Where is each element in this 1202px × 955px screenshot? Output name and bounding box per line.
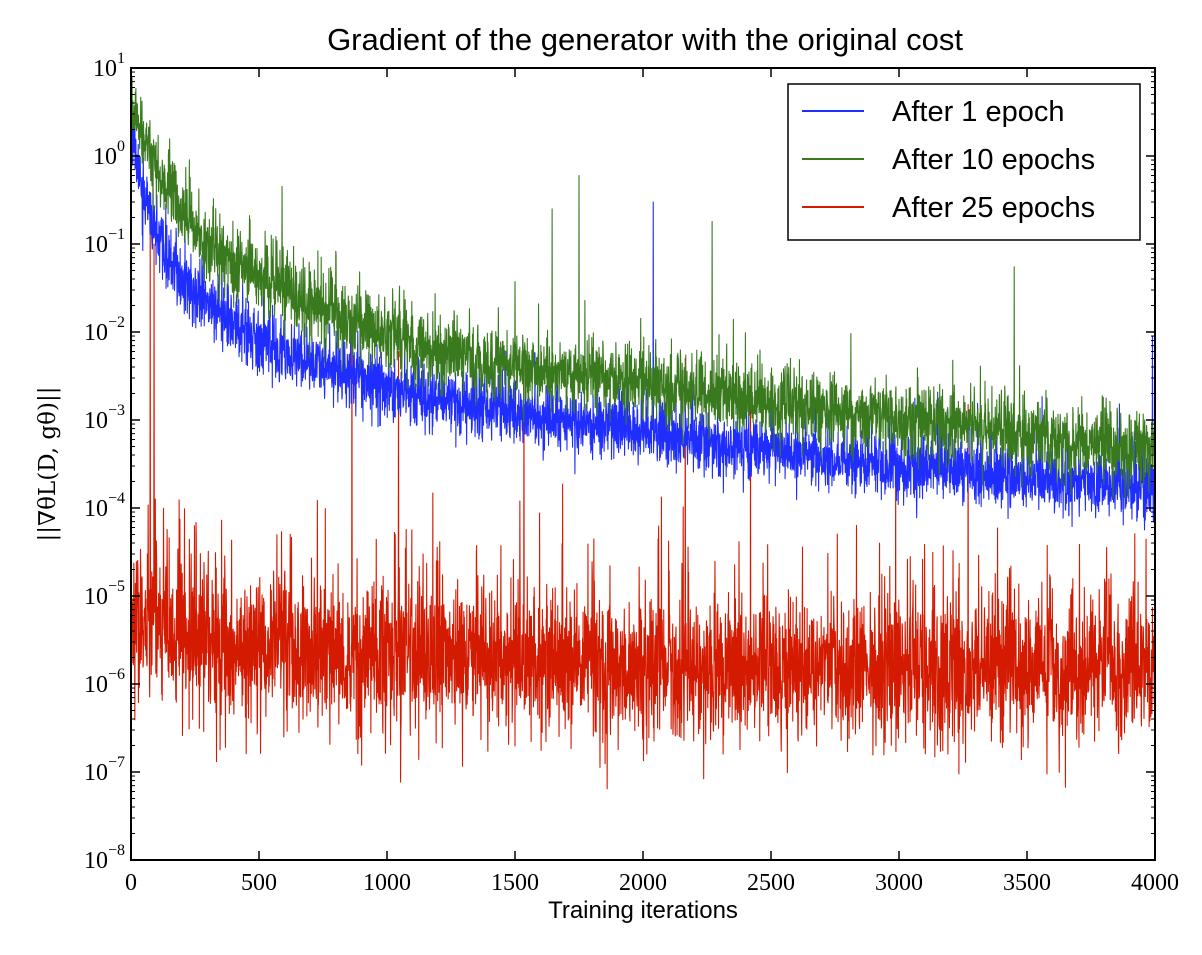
x-tick-label: 1000 — [363, 870, 411, 896]
legend-label: After 1 epoch — [892, 96, 1065, 128]
y-tick-label: 10−8 — [84, 842, 125, 874]
x-tick-label: 500 — [241, 870, 277, 896]
series-layer — [130, 77, 1156, 790]
x-tick-label: 3000 — [875, 870, 923, 896]
series-line-3 — [130, 216, 1156, 790]
x-tick-label: 2000 — [619, 870, 667, 896]
y-tick-label: 10−4 — [84, 490, 125, 522]
y-tick-label: 10−1 — [84, 226, 125, 258]
legend: After 1 epoch After 10 epochs After 25 epo… — [787, 83, 1141, 241]
y-tick-label: 10−7 — [84, 754, 125, 786]
y-tick-label: 100 — [93, 138, 125, 170]
x-axis-label: Training iterations — [548, 897, 738, 924]
x-tick-label: 3500 — [1003, 870, 1051, 896]
y-tick-label: 10−3 — [84, 402, 125, 434]
x-tick-label: 0 — [125, 870, 137, 896]
x-tick-label: 2500 — [747, 870, 795, 896]
series-line-2 — [130, 77, 1156, 500]
y-tick-label: 10−2 — [84, 314, 125, 346]
legend-label: After 10 epochs — [892, 144, 1095, 176]
y-tick-label: 10−5 — [84, 578, 125, 610]
y-tick-label: 101 — [93, 50, 125, 82]
x-tick-label: 4000 — [1131, 870, 1179, 896]
y-axis-label: ||∇θL(D, gθ)|| — [35, 387, 61, 542]
x-tick-label: 1500 — [491, 870, 539, 896]
legend-label: After 25 epochs — [892, 192, 1095, 224]
x-axis: 0 500 1000 1500 2000 2500 3000 3500 4000 — [125, 68, 1179, 896]
y-tick-label: 10−6 — [84, 666, 125, 698]
chart-title: Gradient of the generator with the origi… — [327, 22, 963, 57]
y-axis: 101 100 10−1 10−2 10−3 10−4 10−5 10−6 10−7 10−8 — [84, 50, 1155, 874]
